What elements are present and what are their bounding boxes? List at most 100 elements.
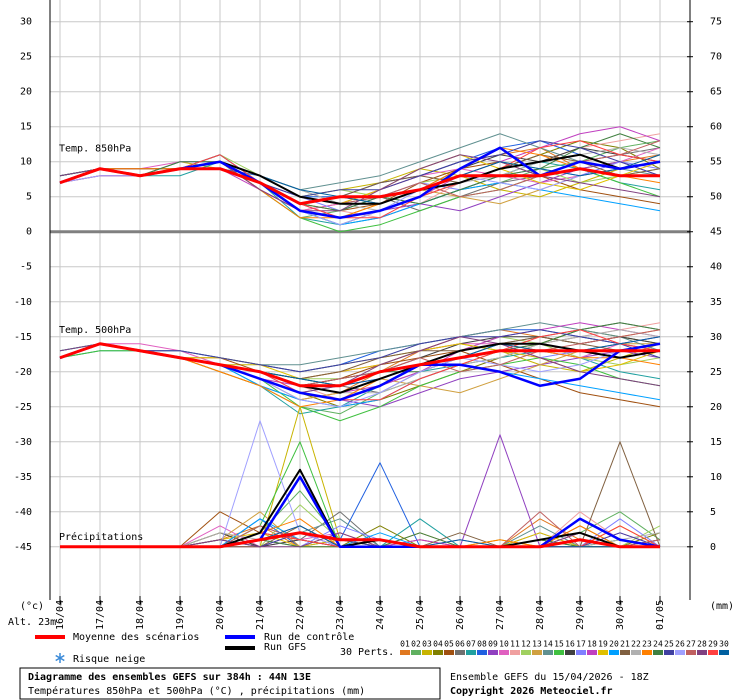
- member-swatch: [554, 650, 564, 655]
- member-swatch: [488, 650, 498, 655]
- member-swatch: [543, 650, 553, 655]
- member-legend: 01 02 03 04 05 06 07 08 09 10 11 12 13 14 15 16 17 18 19 20…: [400, 640, 729, 655]
- x-tick-label: 17/04: [95, 600, 106, 630]
- member-label: 26: [675, 640, 685, 649]
- y-tick-label: -35: [14, 472, 32, 483]
- copyright: Copyright 2026 Meteociel.fr: [450, 685, 613, 697]
- y2-unit: (mm): [710, 601, 734, 612]
- y2-tick-label: 35: [710, 297, 722, 308]
- x-tick-label: 28/04: [535, 600, 546, 630]
- member-swatch: [422, 650, 432, 655]
- y-tick-label: -10: [14, 297, 32, 308]
- member-swatch: [433, 650, 443, 655]
- member-label: 15: [554, 640, 564, 649]
- member-label: 03: [422, 640, 432, 649]
- x-tick-label: 30/04: [615, 600, 626, 630]
- member-swatch: [653, 650, 663, 655]
- member-label: 25: [664, 640, 674, 649]
- member-swatch: [400, 650, 410, 655]
- mean-line: [59, 167, 660, 206]
- member-label: 04: [433, 640, 443, 649]
- member-label: 16: [565, 640, 575, 649]
- y2-tick-label: 45: [710, 227, 722, 238]
- panel-label: Précipitations: [59, 531, 143, 543]
- y-tick-label: 30: [20, 17, 32, 28]
- y2-tick-label: 40: [710, 262, 722, 273]
- member-label: 17: [576, 640, 586, 649]
- panel-label: Temp. 500hPa: [59, 325, 131, 336]
- member-swatch: [499, 650, 509, 655]
- member-swatch: [697, 650, 707, 655]
- member-label: 23: [642, 640, 652, 649]
- subtitle: Températures 850hPa et 500hPa (°C) , pré…: [28, 685, 365, 697]
- title: Diagramme des ensembles GEFS sur 384h : …: [28, 671, 311, 683]
- x-tick-label: 29/04: [575, 600, 586, 630]
- member-label: 20: [609, 640, 619, 649]
- member-swatch: [598, 650, 608, 655]
- member-swatch: [708, 650, 718, 655]
- y2-tick-label: 25: [710, 367, 722, 378]
- member-label: 14: [543, 640, 553, 649]
- x-tick-label: 18/04: [135, 600, 146, 630]
- y2-tick-label: 20: [710, 402, 722, 413]
- mean-line: [60, 531, 660, 549]
- x-tick-label: 25/04: [415, 600, 426, 630]
- x-tick-label: 19/04: [175, 600, 186, 630]
- member-label: 09: [488, 640, 498, 649]
- y-tick-label: -5: [20, 262, 32, 273]
- y2-tick-label: 0: [710, 542, 716, 553]
- perturbations-label: 30 Perts.: [340, 647, 394, 658]
- member-label: 12: [521, 640, 531, 649]
- member-swatch: [565, 650, 575, 655]
- member-swatch: [719, 650, 729, 655]
- y-tick-label: -20: [14, 367, 32, 378]
- y-tick-label: 10: [20, 157, 32, 168]
- member-swatch: [675, 650, 685, 655]
- altitude: Alt. 23m: [8, 617, 56, 628]
- member-label: 30: [719, 640, 729, 649]
- x-tick-label: 20/04: [215, 600, 226, 630]
- x-tick-label: 24/04: [375, 600, 386, 630]
- member-label: 24: [653, 640, 663, 649]
- run-info: Ensemble GEFS du 15/04/2026 - 18Z: [450, 672, 649, 683]
- y-tick-label: -30: [14, 437, 32, 448]
- x-tick-label: 16/04: [55, 600, 66, 630]
- y-tick-label: 15: [20, 122, 32, 133]
- y-tick-label: -40: [14, 507, 32, 518]
- member-swatch: [576, 650, 586, 655]
- y2-tick-label: 75: [710, 17, 722, 28]
- info-box: [19, 667, 441, 700]
- member-swatch: [631, 650, 641, 655]
- panel-label: Temp. 850hPa: [59, 144, 131, 155]
- member-label: 07: [466, 640, 476, 649]
- y2-tick-label: 15: [710, 437, 722, 448]
- member-label: 21: [620, 640, 630, 649]
- legend-label: Moyenne des scénarios: [73, 631, 199, 643]
- member-label: 05: [444, 640, 454, 649]
- member-swatch: [411, 650, 421, 655]
- member-swatch: [620, 650, 630, 655]
- member-swatch: [532, 650, 542, 655]
- member-swatch: [444, 650, 454, 655]
- y2-tick-label: 30: [710, 332, 722, 343]
- x-tick-label: 27/04: [495, 600, 506, 630]
- y2-tick-label: 5: [710, 507, 716, 518]
- member-label: 13: [532, 640, 542, 649]
- y-tick-label: -15: [14, 332, 32, 343]
- y-tick-label: -25: [14, 402, 32, 413]
- y-unit: (°c): [20, 601, 44, 612]
- member-swatch: [510, 650, 520, 655]
- x-tick-label: 01/05: [655, 600, 666, 630]
- member-swatch: [587, 650, 597, 655]
- member-label: 02: [411, 640, 421, 649]
- y-tick-label: 0: [26, 227, 32, 238]
- member-label: 28: [697, 640, 707, 649]
- member-swatch: [521, 650, 531, 655]
- member-swatch: [642, 650, 652, 655]
- y-tick-label: 20: [20, 87, 32, 98]
- member-swatch: [477, 650, 487, 655]
- x-tick-label: 26/04: [455, 600, 466, 630]
- y-tick-label: -45: [14, 542, 32, 553]
- member-label: 11: [510, 640, 520, 649]
